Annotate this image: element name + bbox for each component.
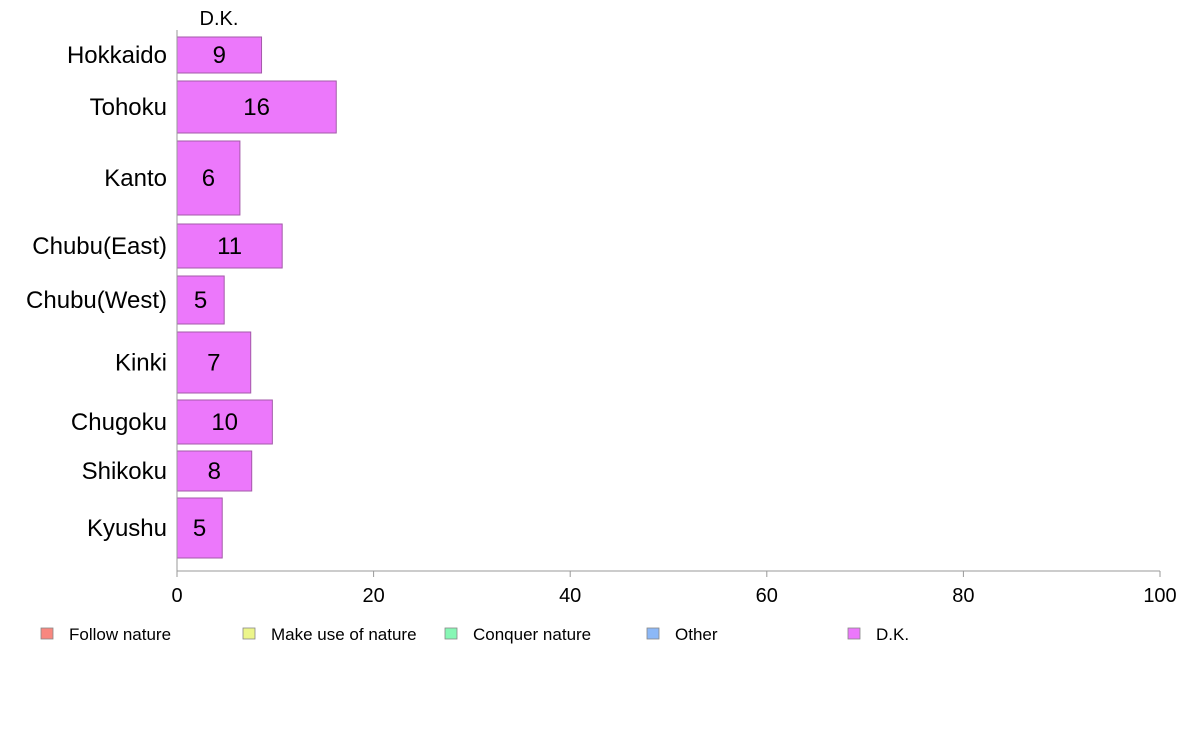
category-label: Kyushu xyxy=(87,515,167,542)
category-label: Kanto xyxy=(104,165,167,192)
category-label: Chubu(East) xyxy=(32,233,167,260)
bar xyxy=(176,140,241,216)
legend-label: Make use of nature xyxy=(271,625,417,644)
bar xyxy=(176,80,337,134)
bar xyxy=(176,223,283,269)
category-label: Hokkaido xyxy=(67,42,167,69)
x-tick-label: 0 xyxy=(171,585,182,607)
legend-swatch xyxy=(646,627,660,640)
category-label: Chugoku xyxy=(71,409,167,436)
category-label: Chubu(West) xyxy=(26,287,167,314)
legend-label: Follow nature xyxy=(69,625,171,644)
legend: Follow nature Make use of nature Conquer n… xyxy=(40,625,909,644)
legend-swatch xyxy=(847,627,861,640)
bar-value-label: 9 xyxy=(213,42,226,69)
bar-value-label: 16 xyxy=(243,94,270,121)
category-label: Kinki xyxy=(115,350,167,377)
x-axis: 0 20 40 60 80 100 xyxy=(171,30,1177,607)
column-title: D.K. xyxy=(200,8,239,30)
legend-label: Other xyxy=(675,625,718,644)
bar xyxy=(176,36,263,74)
legend-swatch xyxy=(242,627,256,640)
bar-value-label: 8 xyxy=(208,458,221,485)
legend-label: D.K. xyxy=(876,625,909,644)
bars-group: D.K. Hokkaido 9 Tohoku 16 Kanto 6 Chubu(East) 11… xyxy=(26,8,337,559)
bar-value-label: 10 xyxy=(211,409,238,436)
x-tick-label: 20 xyxy=(362,585,384,607)
bar-value-label: 7 xyxy=(207,350,220,377)
bar-value-label: 5 xyxy=(194,287,207,314)
legend-swatch xyxy=(444,627,458,640)
bar-value-label: 6 xyxy=(202,165,215,192)
bar xyxy=(176,331,252,394)
bar-value-label: 5 xyxy=(193,515,206,542)
x-tick-label: 80 xyxy=(952,585,974,607)
x-tick-label: 100 xyxy=(1143,585,1176,607)
category-label: Tohoku xyxy=(90,94,167,121)
bar xyxy=(176,399,273,445)
x-tick-label: 40 xyxy=(559,585,581,607)
legend-label: Conquer nature xyxy=(473,625,591,644)
legend-swatch xyxy=(40,627,54,640)
bar xyxy=(176,275,225,325)
bar-value-label: 11 xyxy=(217,233,242,260)
x-tick-label: 60 xyxy=(756,585,778,607)
category-label: Shikoku xyxy=(82,458,167,485)
